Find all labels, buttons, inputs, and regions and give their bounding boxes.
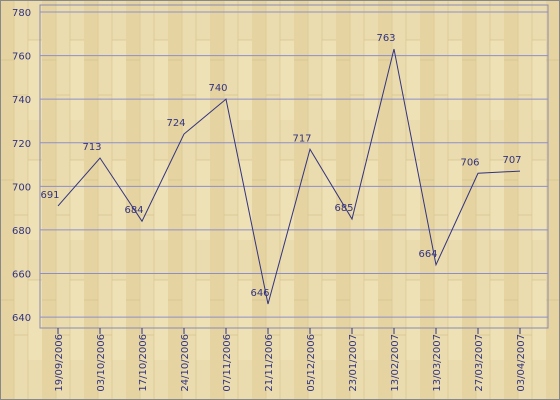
data-label: 706 [460, 157, 479, 168]
y-tick-label: 760 [12, 52, 31, 63]
x-tick-label: 21/11/2006 [264, 334, 275, 392]
plot-frame [39, 4, 549, 329]
y-tick-label: 640 [12, 313, 31, 324]
x-tick-label: 03/04/2007 [516, 334, 527, 392]
data-label: 763 [376, 33, 395, 44]
x-tick-label: 19/09/2006 [54, 334, 65, 392]
data-label: 740 [208, 83, 227, 94]
x-tick-label: 07/11/2006 [222, 334, 233, 392]
data-label: 713 [82, 142, 101, 153]
x-tick-label: 05/12/2006 [306, 334, 317, 392]
y-tick-label: 660 [12, 270, 31, 281]
y-tick-label: 680 [12, 226, 31, 237]
data-line [57, 48, 521, 305]
data-label: 646 [250, 288, 269, 299]
y-tick-label: 740 [12, 95, 31, 106]
x-tick-label: 13/02/2007 [390, 334, 401, 392]
x-tick-label: 24/10/2006 [180, 334, 191, 392]
data-label: 691 [40, 190, 59, 201]
x-tick-label: 13/03/2007 [432, 334, 443, 392]
y-tick-label: 720 [12, 139, 31, 150]
y-tick-label: 780 [12, 8, 31, 19]
x-tick-label: 17/10/2006 [138, 334, 149, 392]
x-tick-label: 03/10/2006 [96, 334, 107, 392]
x-tick-label: 23/01/2007 [348, 334, 359, 392]
data-label: 707 [502, 155, 521, 166]
data-label: 664 [418, 249, 437, 260]
data-label: 724 [166, 118, 185, 129]
data-label: 717 [292, 133, 311, 144]
data-label: 684 [124, 205, 143, 216]
y-tick-label: 700 [12, 182, 31, 193]
x-tick-label: 27/03/2007 [474, 334, 485, 392]
data-label: 685 [334, 203, 353, 214]
